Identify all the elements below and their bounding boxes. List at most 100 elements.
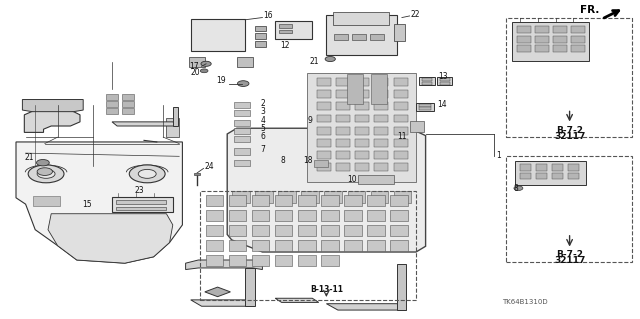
Bar	[371, 191, 388, 203]
Bar	[410, 121, 424, 132]
Bar	[367, 240, 385, 251]
Bar	[317, 151, 331, 159]
Bar	[336, 163, 350, 171]
Bar	[347, 74, 363, 104]
Bar	[390, 240, 408, 251]
Text: B-13-11: B-13-11	[310, 285, 343, 293]
Text: 8: 8	[280, 156, 285, 165]
Bar	[440, 78, 450, 81]
Bar	[307, 73, 416, 182]
Bar	[374, 90, 388, 98]
Bar	[355, 139, 369, 147]
Bar	[394, 127, 408, 135]
Bar	[355, 90, 369, 98]
Text: 24: 24	[205, 162, 214, 171]
Bar	[301, 191, 319, 203]
Bar	[314, 160, 328, 167]
Bar	[374, 139, 388, 147]
Bar	[252, 210, 269, 221]
Bar	[234, 120, 250, 126]
Bar	[355, 127, 369, 135]
Bar	[106, 94, 118, 100]
Text: 2: 2	[261, 99, 266, 108]
Bar	[206, 210, 223, 221]
Text: 17: 17	[189, 63, 199, 71]
Text: 5: 5	[260, 124, 266, 133]
Bar	[394, 102, 408, 110]
Bar	[355, 163, 369, 171]
Bar	[374, 151, 388, 159]
Bar	[394, 151, 408, 159]
Circle shape	[514, 186, 523, 190]
Bar	[571, 45, 585, 52]
Bar	[394, 78, 408, 86]
Bar	[317, 127, 331, 135]
Bar	[374, 78, 388, 86]
Bar	[348, 191, 365, 203]
Text: TK64B1310D: TK64B1310D	[502, 300, 548, 305]
Bar	[506, 18, 632, 137]
Text: 1: 1	[497, 151, 501, 160]
Bar	[553, 26, 567, 33]
Polygon shape	[48, 214, 173, 263]
Polygon shape	[186, 260, 262, 270]
Bar	[229, 195, 246, 206]
Text: 3: 3	[260, 107, 266, 115]
Bar	[234, 102, 250, 108]
Bar	[317, 139, 331, 147]
Bar	[298, 255, 316, 266]
Bar	[535, 45, 549, 52]
Bar	[321, 240, 339, 251]
Bar	[317, 163, 331, 171]
Bar	[275, 210, 292, 221]
Circle shape	[325, 56, 335, 62]
Bar	[255, 26, 266, 31]
Polygon shape	[173, 107, 178, 126]
Bar	[358, 175, 394, 184]
Bar	[520, 173, 531, 179]
Bar	[374, 102, 388, 110]
Bar	[279, 24, 292, 28]
Bar	[367, 225, 385, 236]
Bar	[336, 127, 350, 135]
Bar	[234, 110, 250, 116]
Bar	[275, 225, 292, 236]
Text: 21: 21	[309, 57, 319, 66]
Bar	[166, 118, 179, 137]
Bar	[416, 103, 434, 111]
Text: 11: 11	[397, 132, 407, 141]
Bar	[189, 57, 205, 67]
Bar	[390, 225, 408, 236]
Bar	[355, 115, 369, 122]
Bar	[333, 12, 389, 25]
Bar	[394, 24, 405, 41]
Circle shape	[129, 165, 165, 183]
Bar	[571, 26, 585, 33]
Polygon shape	[245, 268, 255, 306]
Bar	[122, 101, 134, 107]
Bar	[517, 45, 531, 52]
Bar	[520, 164, 531, 171]
Bar	[234, 160, 250, 166]
Bar	[419, 104, 431, 107]
Bar	[536, 164, 547, 171]
Polygon shape	[275, 298, 319, 302]
Text: 4: 4	[260, 116, 266, 125]
Bar	[122, 94, 134, 100]
Text: 9: 9	[307, 116, 312, 125]
Bar	[394, 139, 408, 147]
Bar	[390, 210, 408, 221]
Text: 10: 10	[348, 175, 357, 184]
Bar	[206, 195, 223, 206]
Bar	[112, 197, 173, 212]
Bar	[553, 45, 567, 52]
Bar	[352, 34, 366, 40]
Text: 32117: 32117	[554, 256, 586, 265]
Bar	[317, 90, 331, 98]
Text: FR.: FR.	[580, 4, 600, 15]
Bar	[255, 191, 273, 203]
Bar	[355, 102, 369, 110]
Bar	[116, 200, 166, 204]
Bar	[394, 163, 408, 171]
Circle shape	[138, 169, 156, 178]
